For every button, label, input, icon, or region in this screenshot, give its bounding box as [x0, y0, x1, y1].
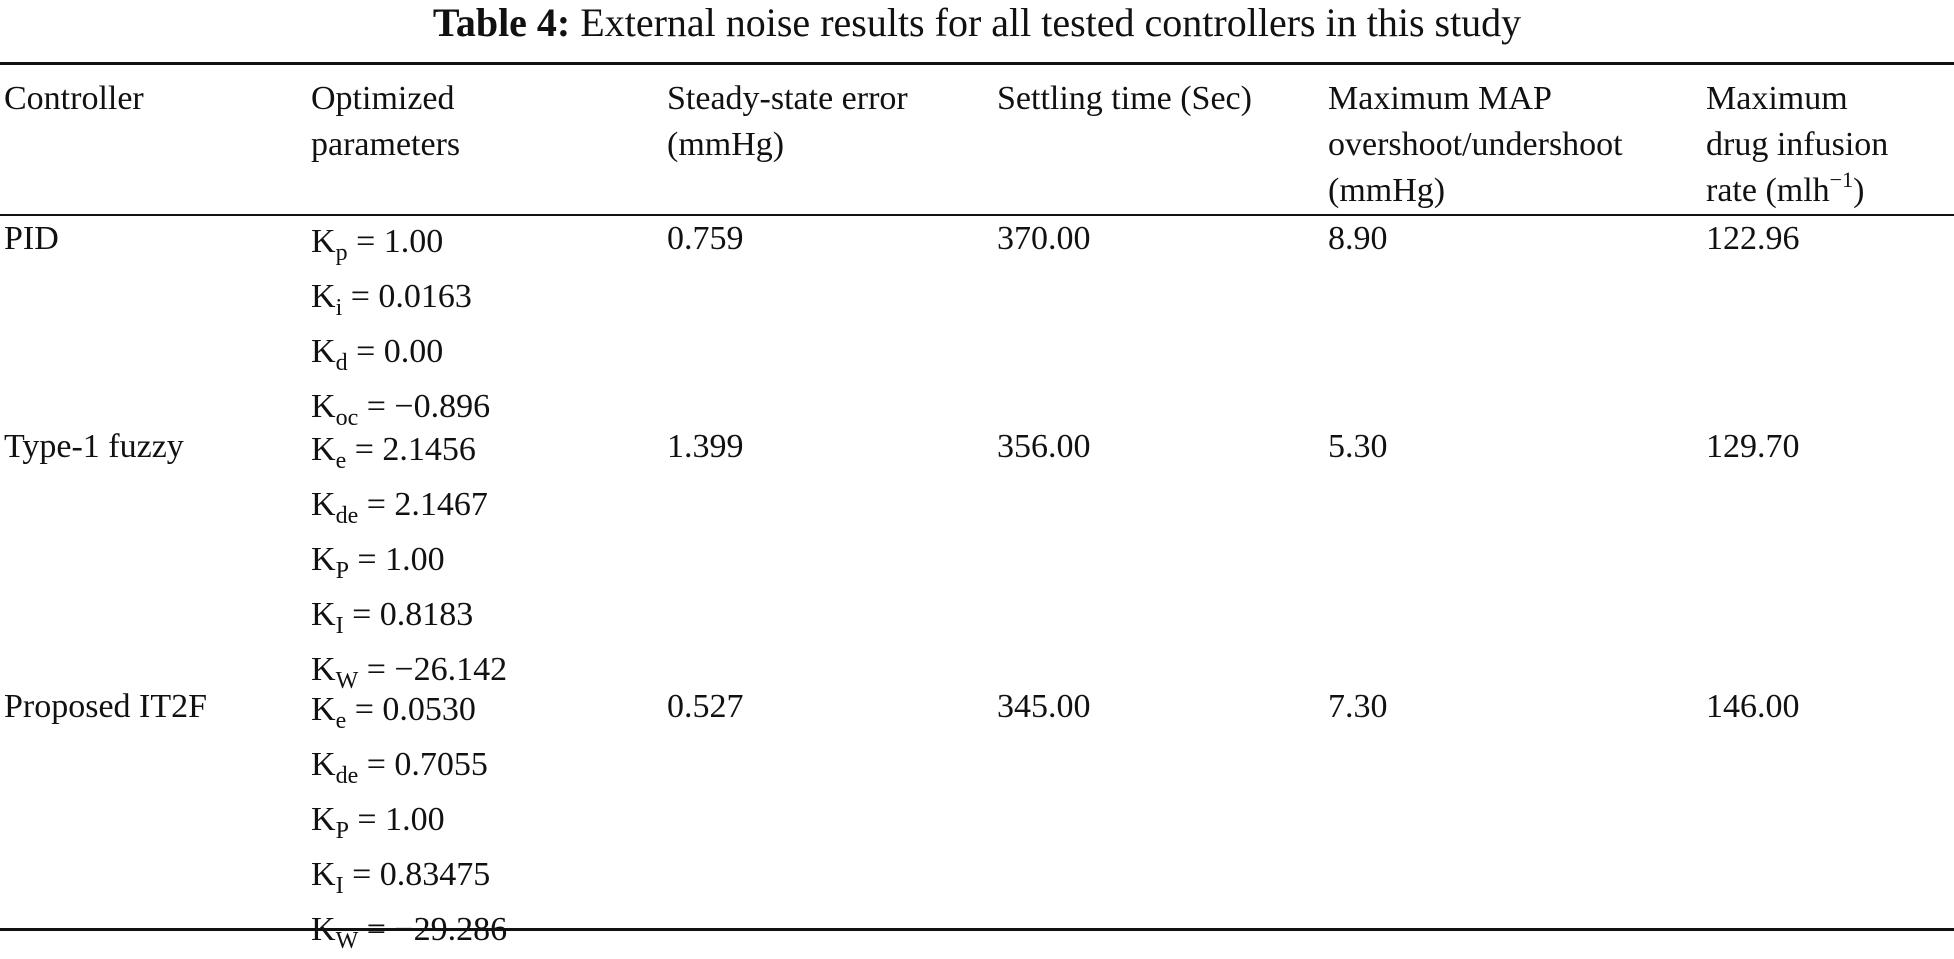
param-line: Ke = 2.1456	[311, 431, 476, 474]
param-line: Kd = 0.00	[311, 333, 444, 376]
header-max-drug-infusion: Maximum drug infusion rate (mlh−1)	[1706, 76, 1888, 217]
cell-steady-state-error: 0.527	[667, 688, 744, 725]
cell-optimized-parameters: Ke = 2.1456 Kde = 2.1467 KP = 1.00 KI = …	[311, 424, 507, 699]
header-controller: Controller	[4, 80, 144, 117]
cell-steady-state-error: 0.759	[667, 220, 744, 257]
param-line: Koc = −0.896	[311, 388, 491, 431]
table-header-rule	[0, 214, 1954, 216]
header-settling-time: Settling time (Sec)	[997, 80, 1252, 117]
cell-max-map: 8.90	[1328, 220, 1388, 257]
header-sse-line1: Steady-state error	[667, 80, 908, 117]
table-top-rule	[0, 62, 1954, 65]
header-params-line2: parameters	[311, 126, 461, 163]
cell-max-map: 7.30	[1328, 688, 1388, 725]
header-map-line2: overshoot/undershoot	[1328, 126, 1623, 163]
cell-settling-time: 356.00	[997, 428, 1091, 465]
param-line: Ke = 0.0530	[311, 691, 476, 734]
header-optimized-parameters: Optimized parameters	[311, 76, 460, 168]
header-drug-line2: drug infusion	[1706, 126, 1889, 163]
header-steady-state-error: Steady-state error (mmHg)	[667, 76, 908, 168]
cell-settling-time: 345.00	[997, 688, 1091, 725]
param-line: KI = 0.83475	[311, 856, 491, 899]
table-caption-label: Table 4:	[432, 0, 571, 45]
cell-max-drug-infusion: 146.00	[1706, 688, 1800, 725]
param-line: KP = 1.00	[311, 801, 445, 844]
param-line: KP = 1.00	[311, 541, 445, 584]
cell-controller: Type-1 fuzzy	[4, 428, 184, 465]
param-line: Ki = 0.0163	[311, 278, 472, 321]
param-line: KW = −26.142	[311, 651, 508, 694]
table-caption-text: External noise results for all tested co…	[580, 0, 1522, 45]
header-map-line3: (mmHg)	[1328, 172, 1446, 209]
table-bottom-rule	[0, 928, 1954, 931]
cell-max-drug-infusion: 129.70	[1706, 428, 1800, 465]
header-drug-line3: rate (mlh−1)	[1706, 167, 1888, 217]
header-max-map: Maximum MAP overshoot/undershoot (mmHg)	[1328, 76, 1623, 214]
cell-optimized-parameters: Kp = 1.00 Ki = 0.0163 Kd = 0.00 Koc = −0…	[311, 216, 490, 436]
cell-controller: PID	[4, 220, 59, 257]
param-line: Kp = 1.00	[311, 223, 444, 266]
param-line: Kde = 0.7055	[311, 746, 488, 789]
param-line: KI = 0.8183	[311, 596, 474, 639]
cell-optimized-parameters: Ke = 0.0530 Kde = 0.7055 KP = 1.00 KI = …	[311, 684, 507, 959]
cell-controller: Proposed IT2F	[4, 688, 208, 725]
header-drug-line1: Maximum	[1706, 80, 1848, 117]
header-drug-line3-close: )	[1853, 172, 1865, 209]
header-sse-line2: (mmHg)	[667, 126, 785, 163]
header-map-line1: Maximum MAP	[1328, 80, 1552, 117]
cell-max-drug-infusion: 122.96	[1706, 220, 1800, 257]
header-drug-unit-exponent: −1	[1829, 167, 1854, 192]
header-drug-line3-text: rate (mlh	[1706, 172, 1830, 209]
cell-settling-time: 370.00	[997, 220, 1091, 257]
table-caption: Table 4: External noise results for all …	[0, 0, 1954, 50]
param-line: Kde = 2.1467	[311, 486, 488, 529]
header-params-line1: Optimized	[311, 80, 455, 117]
param-line: KW = −29.286	[311, 911, 508, 954]
cell-steady-state-error: 1.399	[667, 428, 744, 465]
cell-max-map: 5.30	[1328, 428, 1388, 465]
